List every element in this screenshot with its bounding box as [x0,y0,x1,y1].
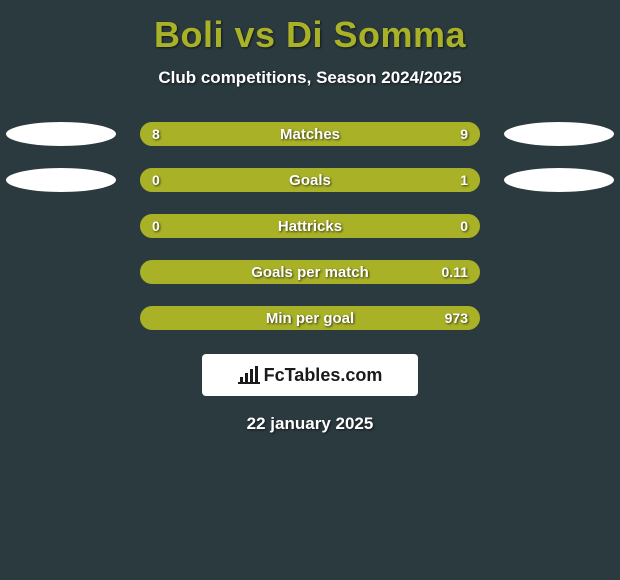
date-text: 22 january 2025 [247,414,374,434]
brand-text: FcTables.com [264,365,383,386]
stat-bar: 0.11Goals per match [140,260,480,284]
player-marker-left [6,168,116,192]
stat-bar: 01Goals [140,168,480,192]
stat-bar: 00Hattricks [140,214,480,238]
stat-row: 01Goals [0,168,620,192]
page-subtitle: Club competitions, Season 2024/2025 [158,68,461,88]
stat-label: Hattricks [140,214,480,238]
stat-bar: 973Min per goal [140,306,480,330]
stat-row: 0.11Goals per match [0,260,620,284]
stat-row: 973Min per goal [0,306,620,330]
comparison-infographic: Boli vs Di Somma Club competitions, Seas… [0,0,620,580]
page-title: Boli vs Di Somma [154,14,466,56]
stat-rows: 89Matches 01Goals 00Hattricks 0.11Goals per… [0,122,620,330]
stat-label: Min per goal [140,306,480,330]
stat-bar: 89Matches [140,122,480,146]
stat-label: Matches [140,122,480,146]
player-marker-right [504,168,614,192]
stat-label: Goals [140,168,480,192]
player-marker-right [504,122,614,146]
player-marker-left [6,122,116,146]
stat-row: 89Matches [0,122,620,146]
stat-label: Goals per match [140,260,480,284]
bar-chart-icon [238,366,260,384]
brand-box: FcTables.com [202,354,418,396]
stat-row: 00Hattricks [0,214,620,238]
